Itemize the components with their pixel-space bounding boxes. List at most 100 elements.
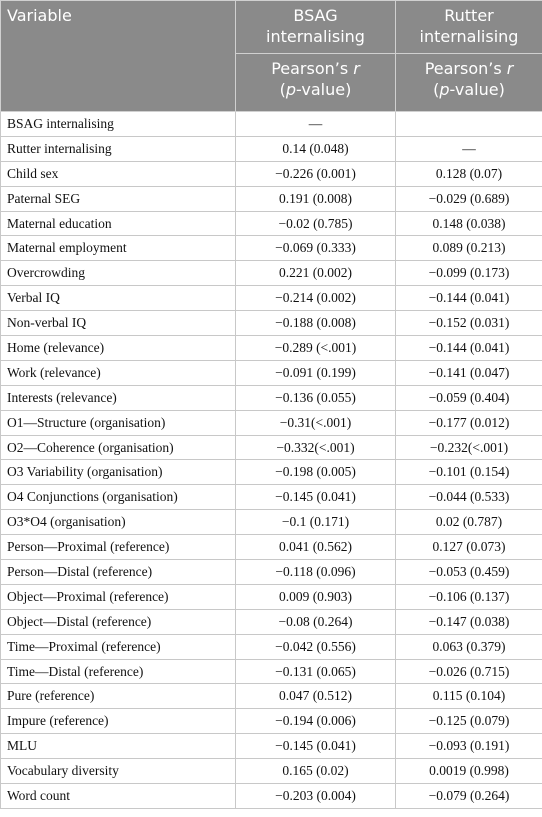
value-cell: −0.289 (<.001) — [235, 335, 396, 361]
row-label: O1—Structure (organisation) — [0, 409, 236, 436]
row-label: O4 Conjunctions (organisation) — [0, 484, 236, 511]
value-cell: −0.198 (0.005) — [235, 459, 396, 486]
table-row: O4 Conjunctions (organisation) −0.145 (0.… — [0, 484, 542, 511]
value-cell: 0.128 (0.07) — [395, 160, 542, 187]
row-label: O3 Variability (organisation) — [0, 459, 236, 486]
subheader-text: -value) — [296, 80, 352, 99]
subheader-cell: Pearson’s r (p-value) — [395, 53, 542, 112]
row-label: Person—Proximal (reference) — [0, 534, 236, 561]
value-cell — [395, 111, 542, 137]
table-row: Object—Proximal (reference) 0.009 (0.903)… — [0, 583, 542, 610]
table-row: Object—Distal (reference) −0.08 (0.264) −0… — [0, 608, 542, 635]
value-cell: −0.053 (0.459) — [395, 559, 542, 585]
subheader-text: ( — [279, 80, 286, 99]
value-cell: 0.127 (0.073) — [395, 534, 542, 561]
header-cell: BSAG internalising — [235, 0, 396, 54]
row-label: Maternal employment — [0, 235, 236, 262]
value-cell: −0.106 (0.137) — [395, 583, 542, 610]
subheader-text: Pearson’s — [424, 59, 502, 78]
value-cell: 0.14 (0.048) — [235, 135, 396, 162]
value-cell: −0.144 (0.041) — [395, 285, 542, 312]
value-cell: 0.191 (0.008) — [235, 185, 396, 212]
row-label: Paternal SEG — [0, 185, 236, 212]
table-row: Verbal IQ −0.214 (0.002) −0.144 (0.041) — [0, 285, 542, 312]
row-label: Overcrowding — [0, 260, 236, 287]
row-label: Time—Distal (reference) — [0, 658, 236, 685]
subheader-text: p — [439, 80, 450, 99]
value-cell: 0.089 (0.213) — [395, 235, 542, 262]
table-row: O1—Structure (organisation) −0.31(<.001) −… — [0, 409, 542, 436]
subheader-text: r — [506, 59, 514, 78]
row-label: Maternal education — [0, 210, 236, 237]
value-cell: −0.188 (0.008) — [235, 310, 396, 337]
subheader-text: Pearson’s — [271, 59, 349, 78]
table-row: BSAG internalising — — [0, 111, 542, 137]
subheader-text: r — [353, 59, 360, 78]
value-cell: −0.136 (0.055) — [235, 384, 396, 411]
row-label: Person—Distal (reference) — [0, 559, 236, 585]
value-cell: — — [235, 111, 396, 137]
value-cell: −0.141 (0.047) — [395, 359, 542, 386]
value-cell: 0.047 (0.512) — [235, 683, 396, 710]
row-label: Impure (reference) — [0, 708, 236, 735]
table-row: Person—Proximal (reference) 0.041 (0.562)… — [0, 534, 542, 561]
subheader-text: p — [285, 80, 297, 99]
table-row: MLU −0.145 (0.041) −0.093 (0.191) — [0, 733, 542, 760]
table-row: Child sex −0.226 (0.001) 0.128 (0.07) — [0, 160, 542, 187]
value-cell: −0.214 (0.002) — [235, 285, 396, 312]
value-cell: −0.147 (0.038) — [395, 608, 542, 635]
row-label: Interests (relevance) — [0, 384, 236, 411]
value-cell: −0.118 (0.096) — [235, 559, 396, 585]
value-cell: 0.165 (0.02) — [235, 758, 396, 785]
value-cell: 0.221 (0.002) — [235, 260, 396, 287]
table-body: BSAG internalising — Rutter internalising 0… — [0, 111, 542, 809]
value-cell: −0.026 (0.715) — [395, 658, 542, 685]
table-row: Work (relevance) −0.091 (0.199) −0.141 (0.… — [0, 359, 542, 386]
value-cell: −0.091 (0.199) — [235, 359, 396, 386]
value-cell: −0.232(<.001) — [395, 434, 542, 461]
header-cell: Rutter internalising — [395, 0, 542, 54]
table-row: Overcrowding 0.221 (0.002) −0.099 (0.173) — [0, 260, 542, 287]
value-cell: −0.08 (0.264) — [235, 608, 396, 635]
row-label: BSAG internalising — [0, 111, 236, 137]
row-label: Time—Proximal (reference) — [0, 633, 236, 660]
row-label: Verbal IQ — [0, 285, 236, 312]
row-label: Work (relevance) — [0, 359, 236, 386]
table-row: Maternal education −0.02 (0.785) 0.148 (0.… — [0, 210, 542, 237]
table-row: Pure (reference) 0.047 (0.512) 0.115 (0.10… — [0, 683, 542, 710]
value-cell: −0.029 (0.689) — [395, 185, 542, 212]
row-label: Rutter internalising — [0, 135, 236, 162]
value-cell: −0.101 (0.154) — [395, 459, 542, 486]
value-cell: — — [395, 135, 542, 162]
header-cell: Variable — [0, 0, 236, 112]
table-row: Word count −0.203 (0.004) −0.079 (0.264) — [0, 783, 542, 809]
value-cell: −0.226 (0.001) — [235, 160, 396, 187]
row-label: Non-verbal IQ — [0, 310, 236, 337]
table-row: O3*O4 (organisation) −0.1 (0.171) 0.02 (0.… — [0, 509, 542, 536]
value-cell: −0.099 (0.173) — [395, 260, 542, 287]
value-cell: −0.093 (0.191) — [395, 733, 542, 760]
table-row: Rutter internalising 0.14 (0.048) — — [0, 135, 542, 162]
value-cell: 0.148 (0.038) — [395, 210, 542, 237]
table-row: Time—Proximal (reference) −0.042 (0.556) 0… — [0, 633, 542, 660]
value-cell: −0.125 (0.079) — [395, 708, 542, 735]
row-label: Child sex — [0, 160, 236, 187]
row-label: Pure (reference) — [0, 683, 236, 710]
table-row: O2—Coherence (organisation) −0.332(<.001)… — [0, 434, 542, 461]
row-label: Word count — [0, 783, 236, 809]
table-row: Time—Distal (reference) −0.131 (0.065) −0.… — [0, 658, 542, 685]
value-cell: −0.059 (0.404) — [395, 384, 542, 411]
table-row: Non-verbal IQ −0.188 (0.008) −0.152 (0.031… — [0, 310, 542, 337]
row-label: O2—Coherence (organisation) — [0, 434, 236, 461]
row-label: Vocabulary diversity — [0, 758, 236, 785]
value-cell: −0.177 (0.012) — [395, 409, 542, 436]
row-label: O3*O4 (organisation) — [0, 509, 236, 536]
subheader-text: ( — [433, 80, 440, 99]
value-cell: 0.115 (0.104) — [395, 683, 542, 710]
table-row: Impure (reference) −0.194 (0.006) −0.125 (… — [0, 708, 542, 735]
value-cell: −0.145 (0.041) — [235, 484, 396, 511]
value-cell: −0.079 (0.264) — [395, 783, 542, 809]
value-cell: 0.063 (0.379) — [395, 633, 542, 660]
